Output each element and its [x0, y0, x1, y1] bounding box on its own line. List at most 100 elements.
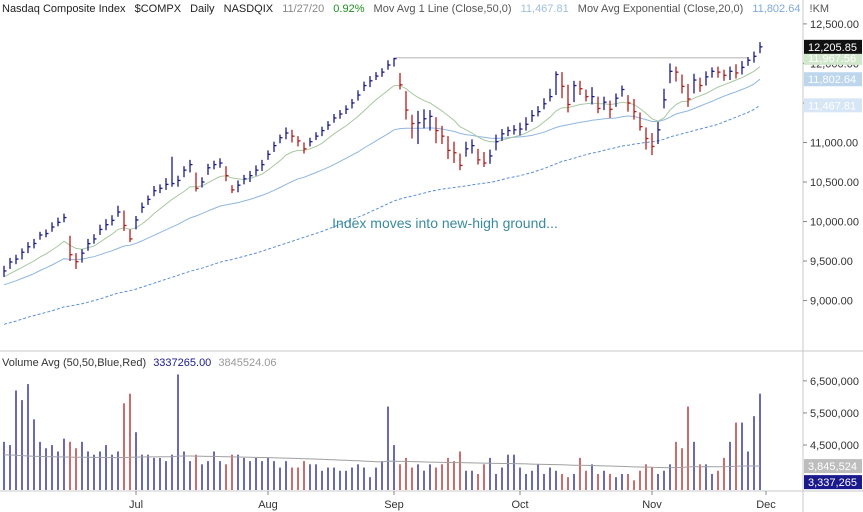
ema10-line	[3, 66, 761, 278]
price-bar	[657, 121, 661, 145]
sma50-line	[3, 104, 761, 325]
price-bar	[141, 202, 145, 213]
price-bar	[387, 60, 391, 70]
price-bar	[51, 222, 55, 232]
price-bar	[561, 72, 565, 99]
price-bar	[189, 159, 193, 173]
price-bar	[525, 117, 529, 131]
chart-header: Nasdaq Composite Index $COMPX Daily NASD…	[2, 3, 835, 15]
price-bar	[105, 219, 109, 231]
price-bar	[225, 166, 229, 182]
price-bar	[159, 184, 163, 194]
price-bar	[567, 84, 571, 113]
volume-avg-tag: 3,845,524	[808, 461, 857, 473]
close-value-tag-bg	[804, 39, 862, 54]
price-bar	[507, 126, 511, 137]
chart-change: 0.92%	[333, 3, 365, 15]
xtick-label: Sep	[384, 499, 404, 511]
price-bar	[195, 172, 199, 192]
volume-last-tag-bg	[804, 475, 862, 490]
price-bar	[27, 242, 31, 254]
volume-ytick-label: 4,500,000	[810, 440, 859, 452]
price-bar	[759, 42, 763, 54]
price-bar	[519, 122, 523, 136]
more-indicator[interactable]: !KM	[809, 3, 830, 15]
price-bar	[15, 254, 19, 265]
price-bar	[723, 69, 727, 81]
price-bar	[129, 229, 133, 243]
price-bar	[477, 148, 481, 165]
price-bar	[573, 80, 577, 103]
price-bar	[669, 63, 673, 84]
price-bar	[651, 132, 655, 156]
price-bar	[597, 96, 601, 114]
price-ytick-label: 11,000.00	[810, 137, 858, 149]
price-bar	[207, 163, 211, 175]
price-bar	[261, 159, 265, 171]
volume-avg-tag-bg	[804, 459, 862, 474]
ema20-value-tag: 11,802.64	[808, 74, 856, 86]
price-bar	[177, 175, 181, 187]
price-ytick-label: 10,500.00	[810, 177, 859, 189]
volume-header: Volume Avg (50,50,Blue,Red) 3337265.00 3…	[2, 357, 281, 369]
price-bar	[579, 80, 583, 96]
chart-date: 11/27/20	[282, 3, 325, 15]
price-bar	[369, 76, 373, 88]
price-bar	[705, 71, 709, 86]
price-bar	[627, 95, 631, 112]
price-bar	[639, 112, 643, 131]
price-bar	[57, 217, 61, 227]
price-bar	[303, 142, 307, 154]
volume-label: Volume Avg (50,50,Blue,Red)	[2, 357, 147, 369]
price-bar	[399, 72, 403, 90]
price-bar	[645, 127, 649, 150]
price-bar	[255, 165, 259, 176]
volume-value2: 3845524.06	[218, 357, 277, 369]
price-bar	[69, 235, 73, 262]
price-bar	[243, 174, 247, 185]
price-bar	[363, 81, 367, 92]
price-bar	[531, 110, 535, 122]
volume-last-tag: 3,337,265	[808, 477, 857, 489]
price-bar	[411, 114, 415, 139]
price-bar	[513, 125, 517, 135]
ma2-value: 11,802.64	[752, 3, 801, 15]
price-bar	[81, 249, 85, 263]
price-bar	[435, 117, 439, 144]
ma50-value-tag: 11,467.81	[808, 100, 856, 112]
price-bar	[441, 125, 445, 145]
price-bar	[735, 64, 739, 79]
price-bar	[267, 150, 271, 160]
price-bar	[87, 238, 91, 251]
price-bar	[345, 105, 349, 115]
price-bar	[147, 195, 151, 205]
price-bar	[327, 121, 331, 130]
price-bar	[453, 141, 457, 164]
volume-ytick-label: 6,500,000	[810, 376, 859, 388]
chart-annotation: Index moves into new-high ground...	[332, 215, 558, 231]
price-bar	[117, 205, 121, 217]
price-bar	[555, 71, 559, 96]
price-bar	[351, 99, 355, 109]
price-bar	[9, 257, 13, 269]
price-bar	[249, 170, 253, 182]
price-bar	[711, 67, 715, 78]
price-ytick-label: 9,000.00	[810, 296, 853, 308]
price-bar	[381, 68, 385, 77]
price-bar	[33, 238, 37, 249]
price-bar	[417, 110, 421, 145]
price-bar	[729, 66, 733, 81]
price-bar	[99, 224, 103, 235]
price-bar	[123, 210, 127, 232]
price-bar	[297, 136, 301, 147]
chart-symbol[interactable]: $COMPX	[134, 3, 182, 15]
price-bar	[687, 83, 691, 107]
price-bar	[339, 110, 343, 119]
price-bar	[135, 215, 139, 230]
price-bar	[495, 134, 499, 151]
price-bar	[153, 185, 157, 197]
price-bar	[537, 106, 541, 117]
price-bar	[219, 158, 223, 168]
price-bar	[543, 98, 547, 110]
